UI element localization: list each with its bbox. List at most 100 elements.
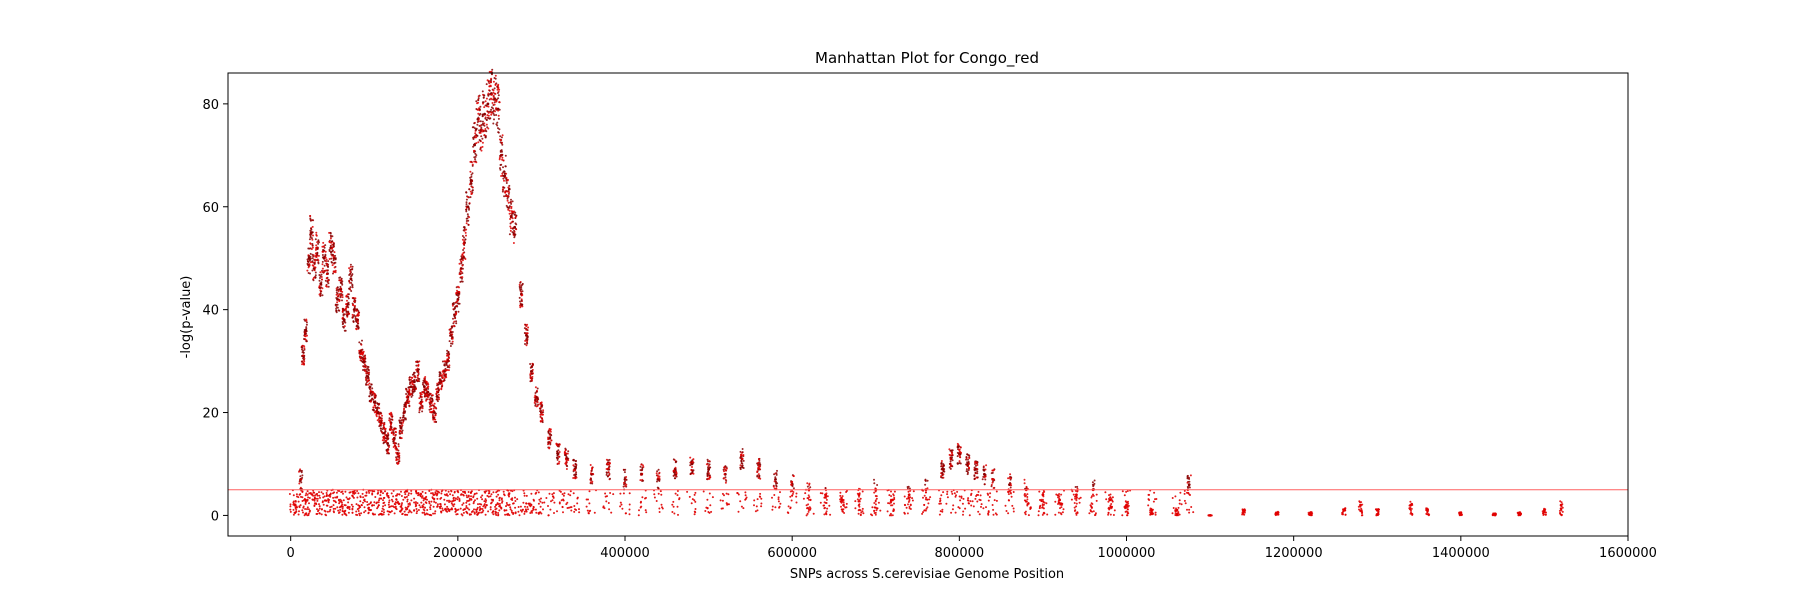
snp-point (451, 304, 454, 307)
snp-point (476, 506, 479, 509)
snp-point (468, 207, 470, 210)
snp-point (791, 494, 794, 497)
snp-point (905, 506, 908, 509)
snp-point (487, 105, 490, 108)
snp-point (395, 459, 398, 462)
snp-point (374, 513, 376, 516)
snp-point (328, 510, 331, 513)
snp-point (505, 509, 508, 512)
snp-point (1152, 508, 1154, 511)
snp-point (510, 198, 512, 201)
snp-point (502, 177, 505, 180)
snp-point (443, 503, 446, 506)
snp-point (641, 496, 644, 499)
snp-point (311, 246, 314, 249)
x-tick-label: 1000000 (1098, 546, 1156, 561)
snp-point (465, 228, 468, 231)
snp-point (501, 156, 504, 159)
snp-point (672, 500, 675, 503)
snp-point (448, 501, 451, 503)
snp-point (965, 456, 968, 458)
snp-point (345, 310, 348, 313)
snp-point (410, 376, 413, 379)
snp-point (503, 170, 506, 173)
snp-point (475, 492, 478, 495)
snp-point (403, 510, 406, 513)
snp-point (840, 505, 842, 508)
snp-point (760, 497, 763, 500)
snp-point (305, 319, 308, 322)
snp-point (374, 406, 377, 409)
snp-point (498, 509, 501, 512)
snp-point (676, 490, 679, 492)
snp-point (971, 500, 974, 503)
snp-point (968, 462, 971, 465)
snp-point (313, 499, 316, 502)
snp-point (706, 458, 709, 461)
snp-point (422, 508, 425, 511)
snp-point (590, 469, 593, 472)
snp-point (907, 490, 910, 493)
snp-point (401, 502, 403, 505)
snp-point (907, 503, 909, 506)
snp-point (775, 472, 778, 475)
snp-point (380, 418, 383, 421)
snp-point (966, 470, 969, 473)
snp-point (399, 510, 402, 513)
snp-point (329, 506, 332, 509)
snp-point (873, 509, 876, 512)
snp-point (345, 313, 348, 315)
snp-point (707, 470, 710, 472)
snp-point (443, 379, 446, 382)
snp-point (602, 505, 605, 508)
snp-point (1058, 495, 1061, 498)
snp-point (331, 253, 334, 256)
snp-point (421, 383, 424, 386)
snp-point (1029, 507, 1032, 510)
snp-point (514, 506, 517, 509)
snp-point (418, 397, 421, 400)
snp-point (523, 332, 526, 334)
snp-point (541, 413, 544, 416)
snp-point (454, 507, 457, 510)
snp-point (539, 500, 542, 503)
snp-point (355, 309, 358, 312)
snp-point (349, 286, 352, 289)
snp-point (328, 231, 331, 234)
snp-point (359, 495, 362, 498)
snp-point (455, 320, 458, 323)
snp-point (390, 422, 392, 425)
snp-point (974, 468, 977, 471)
snp-point (464, 238, 467, 241)
snp-point (508, 184, 511, 187)
snp-point (403, 408, 405, 411)
snp-point (795, 492, 798, 495)
snp-point (520, 510, 523, 513)
snp-point (407, 386, 410, 389)
snp-point (1076, 485, 1079, 488)
snp-point (487, 80, 490, 83)
snp-point (809, 507, 812, 510)
snp-point (342, 326, 345, 329)
snp-point (1112, 514, 1115, 516)
snp-point (352, 320, 355, 323)
snp-point (1075, 513, 1078, 516)
snp-point (503, 179, 505, 182)
snp-point (1073, 502, 1076, 504)
snp-point (1061, 502, 1064, 505)
snp-point (377, 501, 380, 504)
snp-point (1045, 502, 1048, 505)
snp-point (806, 512, 809, 515)
snp-point (949, 460, 952, 463)
snp-point (457, 508, 460, 511)
snp-point (979, 494, 982, 497)
snp-point (320, 491, 323, 494)
snp-point (991, 481, 994, 484)
snp-point (570, 509, 573, 512)
snp-point (521, 294, 524, 296)
snp-point (604, 495, 607, 498)
snp-point (1012, 491, 1015, 493)
snp-point (456, 294, 459, 297)
snp-point (1041, 498, 1044, 501)
snp-point (477, 112, 480, 115)
